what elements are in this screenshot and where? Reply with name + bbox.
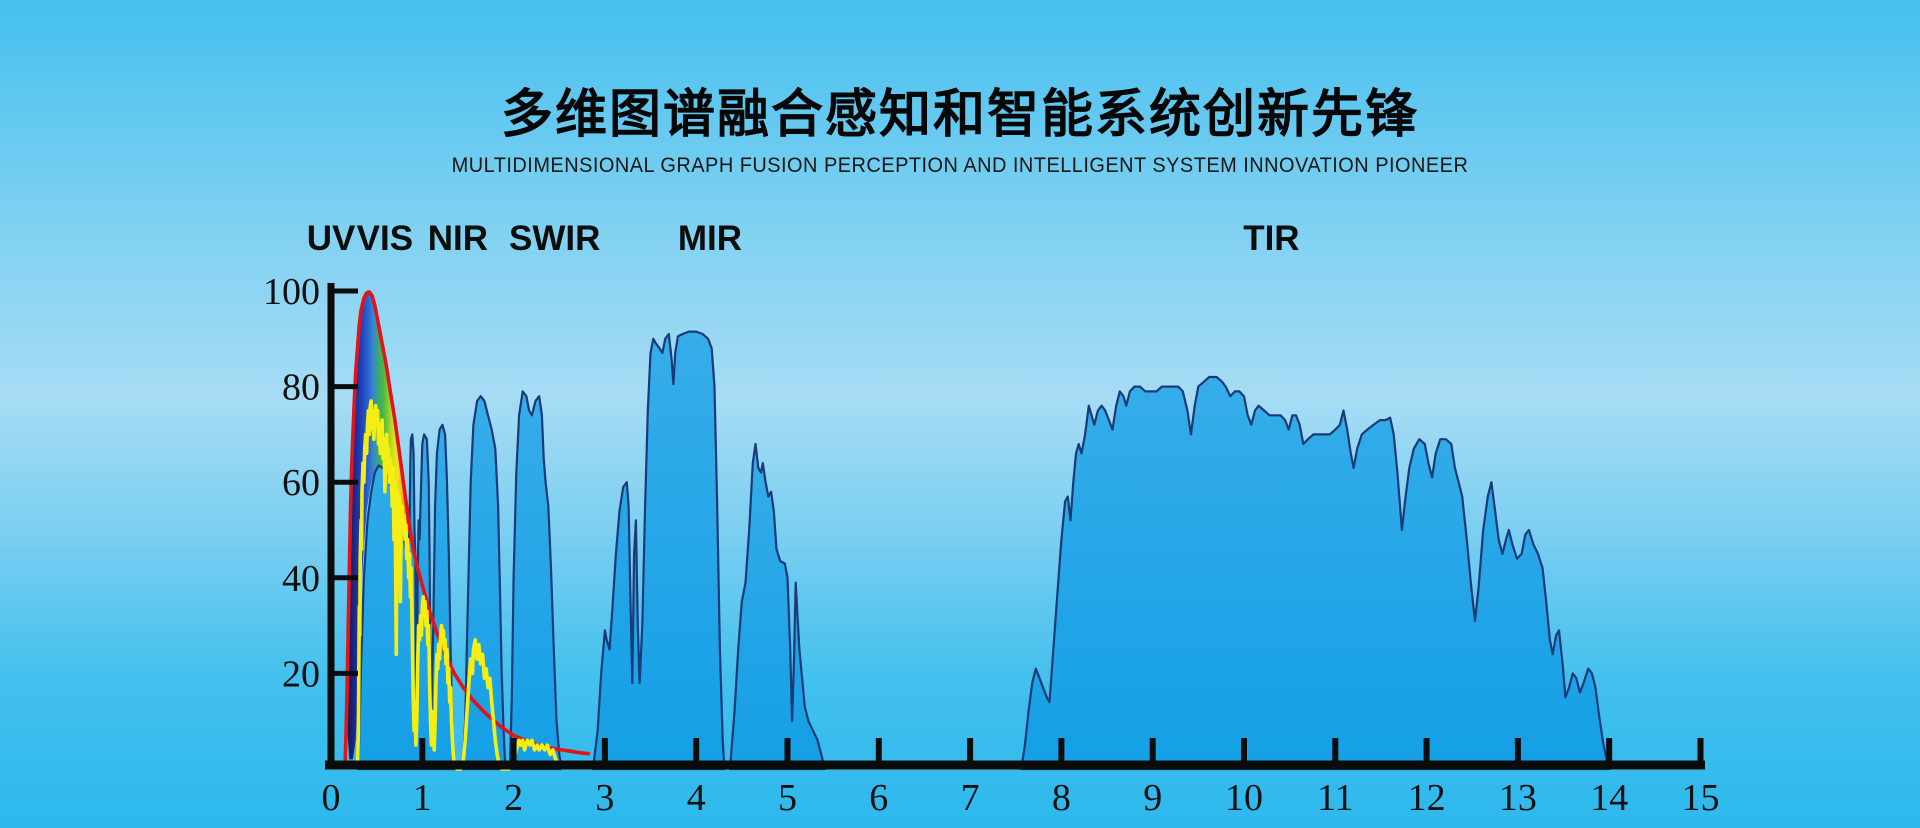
transmission-window-area-1 xyxy=(591,330,726,771)
x-tick-label-11: 11 xyxy=(1317,777,1354,819)
band-label-mir: MIR xyxy=(678,219,742,258)
transmission-window-area-0 xyxy=(357,390,564,771)
x-tick-label-2: 2 xyxy=(504,777,523,819)
x-tick-label-5: 5 xyxy=(778,777,797,819)
band-label-tir: TIR xyxy=(1243,219,1299,258)
x-tick-label-4: 4 xyxy=(687,777,706,819)
band-label-uv: UV xyxy=(307,219,356,258)
band-label-nir: NIR xyxy=(428,219,488,258)
y-tick-label-20: 20 xyxy=(282,653,320,695)
chart-areas-layer xyxy=(347,292,1611,771)
x-tick-label-13: 13 xyxy=(1499,777,1537,819)
chart-axes-layer xyxy=(325,283,1705,770)
x-tick-label-8: 8 xyxy=(1052,777,1071,819)
y-tick-label-80: 80 xyxy=(282,367,320,409)
page-title: 多维图谱融合感知和智能系统创新先锋 xyxy=(500,86,1419,144)
x-tick-label-1: 1 xyxy=(413,777,432,819)
y-tick-label-40: 40 xyxy=(282,558,320,600)
x-tick-label-12: 12 xyxy=(1408,777,1446,819)
x-tick-label-14: 14 xyxy=(1590,777,1628,819)
visible-spectrum-gradient-area xyxy=(347,292,416,760)
ground-solar-spectrum-curve xyxy=(355,399,566,771)
x-tick-label-7: 7 xyxy=(961,777,980,819)
x-tick-label-9: 9 xyxy=(1143,777,1162,819)
y-tick-label-100: 100 xyxy=(263,271,320,313)
x-tick-label-15: 15 xyxy=(1682,777,1720,819)
x-tick-label-6: 6 xyxy=(869,777,888,819)
x-tick-label-3: 3 xyxy=(595,777,614,819)
band-label-swir: SWIR xyxy=(509,219,600,258)
x-tick-label-10: 10 xyxy=(1225,777,1263,819)
chart-curves-layer xyxy=(343,290,591,771)
transmission-window-area-2 xyxy=(728,442,826,771)
transmission-window-area-3 xyxy=(1020,375,1611,771)
y-tick-label-60: 60 xyxy=(282,462,320,504)
band-label-vis: VIS xyxy=(357,219,413,258)
page-subtitle: MULTIDIMENSIONAL GRAPH FUSION PERCEPTION… xyxy=(451,154,1469,177)
x-tick-label-0: 0 xyxy=(322,777,341,819)
